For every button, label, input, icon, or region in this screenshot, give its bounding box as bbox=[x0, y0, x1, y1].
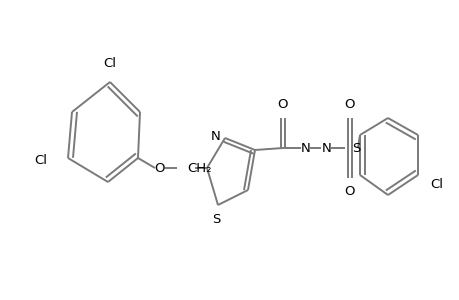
Text: O: O bbox=[344, 98, 354, 111]
Text: Cl: Cl bbox=[103, 57, 116, 70]
Text: S: S bbox=[211, 213, 220, 226]
Text: Cl: Cl bbox=[429, 178, 442, 191]
Text: O: O bbox=[344, 185, 354, 198]
Text: S: S bbox=[351, 142, 359, 154]
Text: N: N bbox=[321, 142, 331, 154]
Text: O: O bbox=[154, 161, 165, 175]
Text: O: O bbox=[277, 98, 288, 111]
Text: N: N bbox=[301, 142, 310, 154]
Text: Cl: Cl bbox=[34, 154, 47, 166]
Text: N: N bbox=[211, 130, 220, 142]
Text: CH₂: CH₂ bbox=[187, 161, 211, 175]
